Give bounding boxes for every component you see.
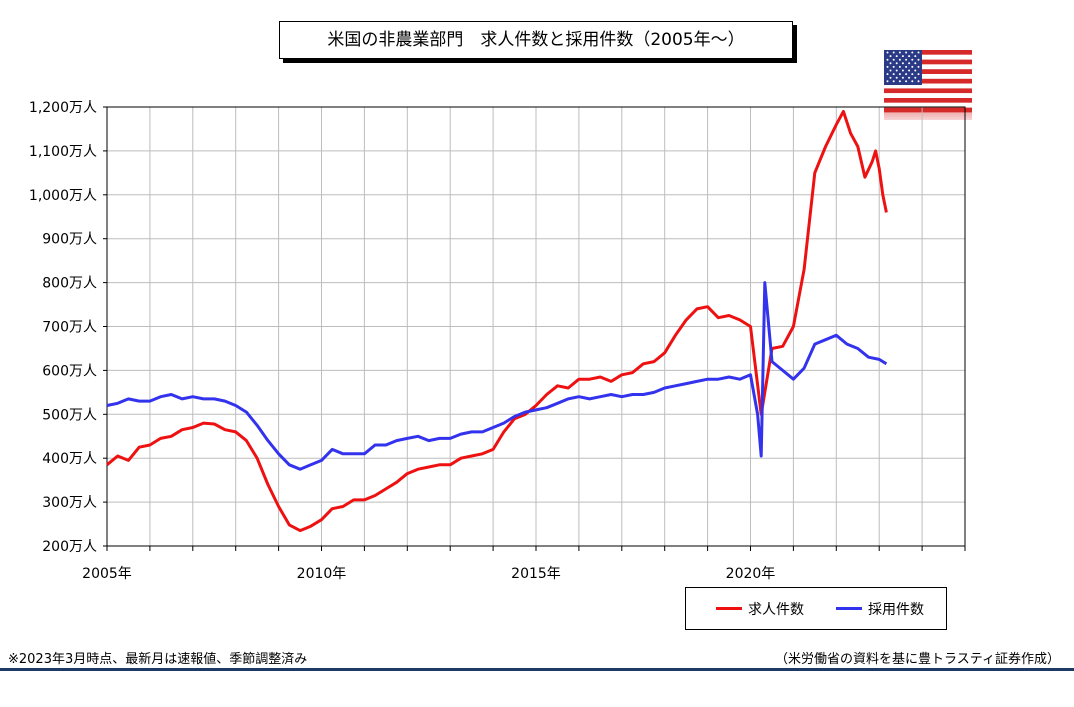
x-tick-label: 2005年 [82, 566, 132, 582]
legend-item-hires: 採用件数 [836, 588, 924, 629]
y-tick-label: 1,200万人 [29, 100, 97, 116]
source-credit: （米労働省の資料を基に豊トラスティ証券作成） [775, 652, 1060, 667]
chart-title: 米国の非農業部門 求人件数と採用件数（2005年～） [279, 21, 793, 59]
series-line-hires [106, 281, 888, 471]
x-tick-label: 2015年 [511, 566, 561, 582]
y-tick-label: 800万人 [42, 276, 97, 292]
x-tick-label: 2020年 [726, 566, 776, 582]
y-tick-label: 500万人 [42, 407, 97, 423]
footnote: ※2023年3月時点、最新月は速報値、季節調整済み [8, 652, 308, 667]
y-tick-label: 700万人 [42, 320, 97, 336]
series-line-openings [106, 109, 888, 533]
y-tick-label: 1,100万人 [29, 144, 97, 160]
legend-label-hires: 採用件数 [868, 601, 924, 618]
y-tick-label: 600万人 [42, 363, 97, 379]
legend-swatch-openings [716, 607, 742, 610]
y-tick-label: 200万人 [42, 539, 97, 555]
legend-swatch-hires [836, 607, 862, 610]
y-tick-label: 1,000万人 [29, 188, 97, 204]
y-tick-label: 300万人 [42, 495, 97, 511]
us-flag-icon [884, 50, 972, 128]
legend-label-openings: 求人件数 [748, 601, 804, 618]
y-tick-label: 400万人 [42, 451, 97, 467]
legend-item-openings: 求人件数 [716, 588, 804, 629]
grid-lines [107, 107, 965, 546]
footer-rule [0, 668, 1074, 671]
chart-legend: 求人件数 採用件数 [685, 587, 947, 630]
x-tick-label: 2010年 [297, 566, 347, 582]
y-tick-label: 900万人 [42, 232, 97, 248]
